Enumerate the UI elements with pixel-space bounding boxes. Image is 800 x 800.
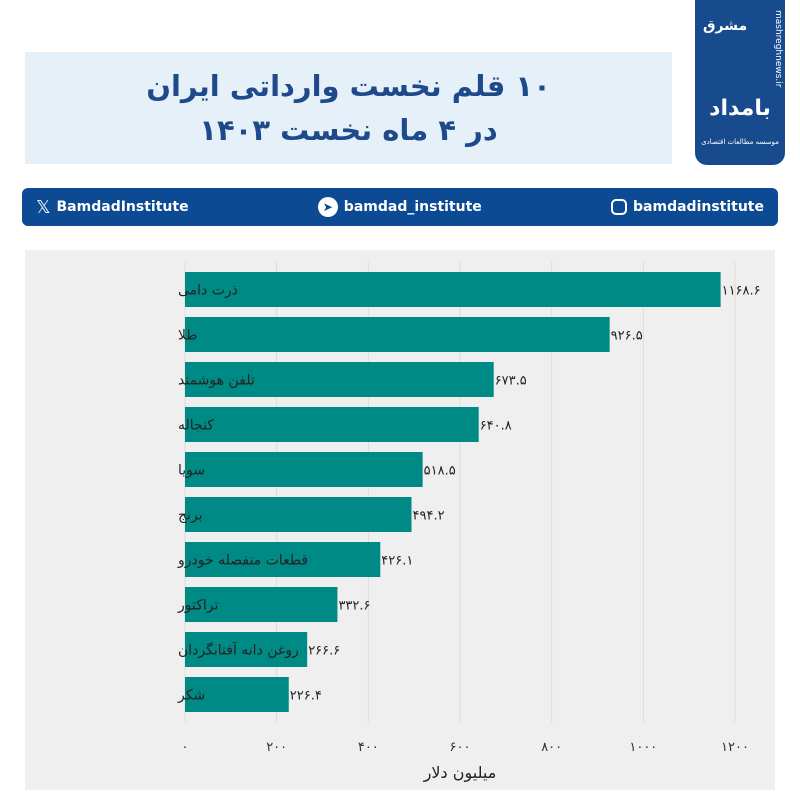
x-tick-label: ۲۰۰ xyxy=(266,740,287,755)
data-label: ۴۹۴.۲ xyxy=(413,509,445,524)
bar xyxy=(185,272,721,307)
telegram-icon: ➤ xyxy=(317,197,338,217)
instagram-icon xyxy=(611,199,628,215)
bar xyxy=(185,362,494,397)
data-label: ۹۲۶.۵ xyxy=(611,329,643,344)
data-label: ۵۱۸.۵ xyxy=(424,464,456,479)
x-tick-label: ۱۰۰۰ xyxy=(629,740,657,755)
data-label: ۶۴۰.۸ xyxy=(480,419,512,434)
data-label: ۲۲۶.۴ xyxy=(290,689,322,704)
social-telegram[interactable]: ➤ bamdad_institute xyxy=(317,197,482,217)
category-label: شکر xyxy=(177,688,205,704)
bar xyxy=(185,632,308,667)
partner-url: mashreghnews.ir xyxy=(773,10,783,88)
title-line-2: در ۴ ماه نخست ۱۴۰۳ xyxy=(199,113,498,147)
bar xyxy=(185,497,412,532)
x-tick-label: ۰ xyxy=(182,740,189,755)
social-x[interactable]: 𝕏 BamdadInstitute xyxy=(36,196,189,218)
x-icon: 𝕏 xyxy=(36,196,51,218)
bar xyxy=(185,452,423,487)
partner-logo: مشرق xyxy=(703,18,748,34)
x-tick-label: ۸۰۰ xyxy=(541,740,562,755)
category-label: کنجاله xyxy=(178,418,214,434)
category-label: تراکتور xyxy=(177,598,218,614)
data-label: ۱۱۶۸.۶ xyxy=(722,284,761,299)
title-box: ۱۰ قلم نخست وارداتی ایران در ۴ ماه نخست … xyxy=(25,52,672,164)
data-label: ۶۷۳.۵ xyxy=(495,374,527,389)
social-bar: 𝕏 BamdadInstitute ➤ bamdad_institute bamda… xyxy=(22,188,778,226)
category-label: تلفن هوشمند xyxy=(178,373,255,389)
brand-logo: بامداد xyxy=(709,96,771,121)
x-tick-label: ۴۰۰ xyxy=(358,740,379,755)
category-label: قطعات منفصله خودرو xyxy=(177,553,308,569)
category-label: برنج xyxy=(178,508,203,524)
data-label: ۳۳۲.۶ xyxy=(338,599,370,614)
bar xyxy=(185,317,610,352)
bar xyxy=(185,677,289,712)
category-label: ذرت دامی xyxy=(178,283,238,299)
category-label: سویا xyxy=(178,463,205,479)
bar xyxy=(185,587,338,622)
data-label: ۴۲۶.۱ xyxy=(381,554,413,569)
bar xyxy=(185,542,381,577)
x-tick-label: ۱۲۰۰ xyxy=(721,740,749,755)
brand-subtitle: موسسه مطالعات اقتصادی xyxy=(701,138,779,146)
x-tick-label: ۶۰۰ xyxy=(450,740,471,755)
category-label: روغن دانه آفتابگردان xyxy=(178,642,299,659)
bar xyxy=(185,407,479,442)
title-line-1: ۱۰ قلم نخست وارداتی ایران xyxy=(146,69,551,103)
data-label: ۲۶۶.۶ xyxy=(308,644,340,659)
category-label: طلا xyxy=(178,328,198,344)
logo: مشرق mashreghnews.ir بامداد موسسه مطالعا… xyxy=(695,0,785,165)
x-axis-label: میلیون دلار xyxy=(423,763,497,783)
social-instagram[interactable]: bamdadinstitute xyxy=(611,199,764,215)
